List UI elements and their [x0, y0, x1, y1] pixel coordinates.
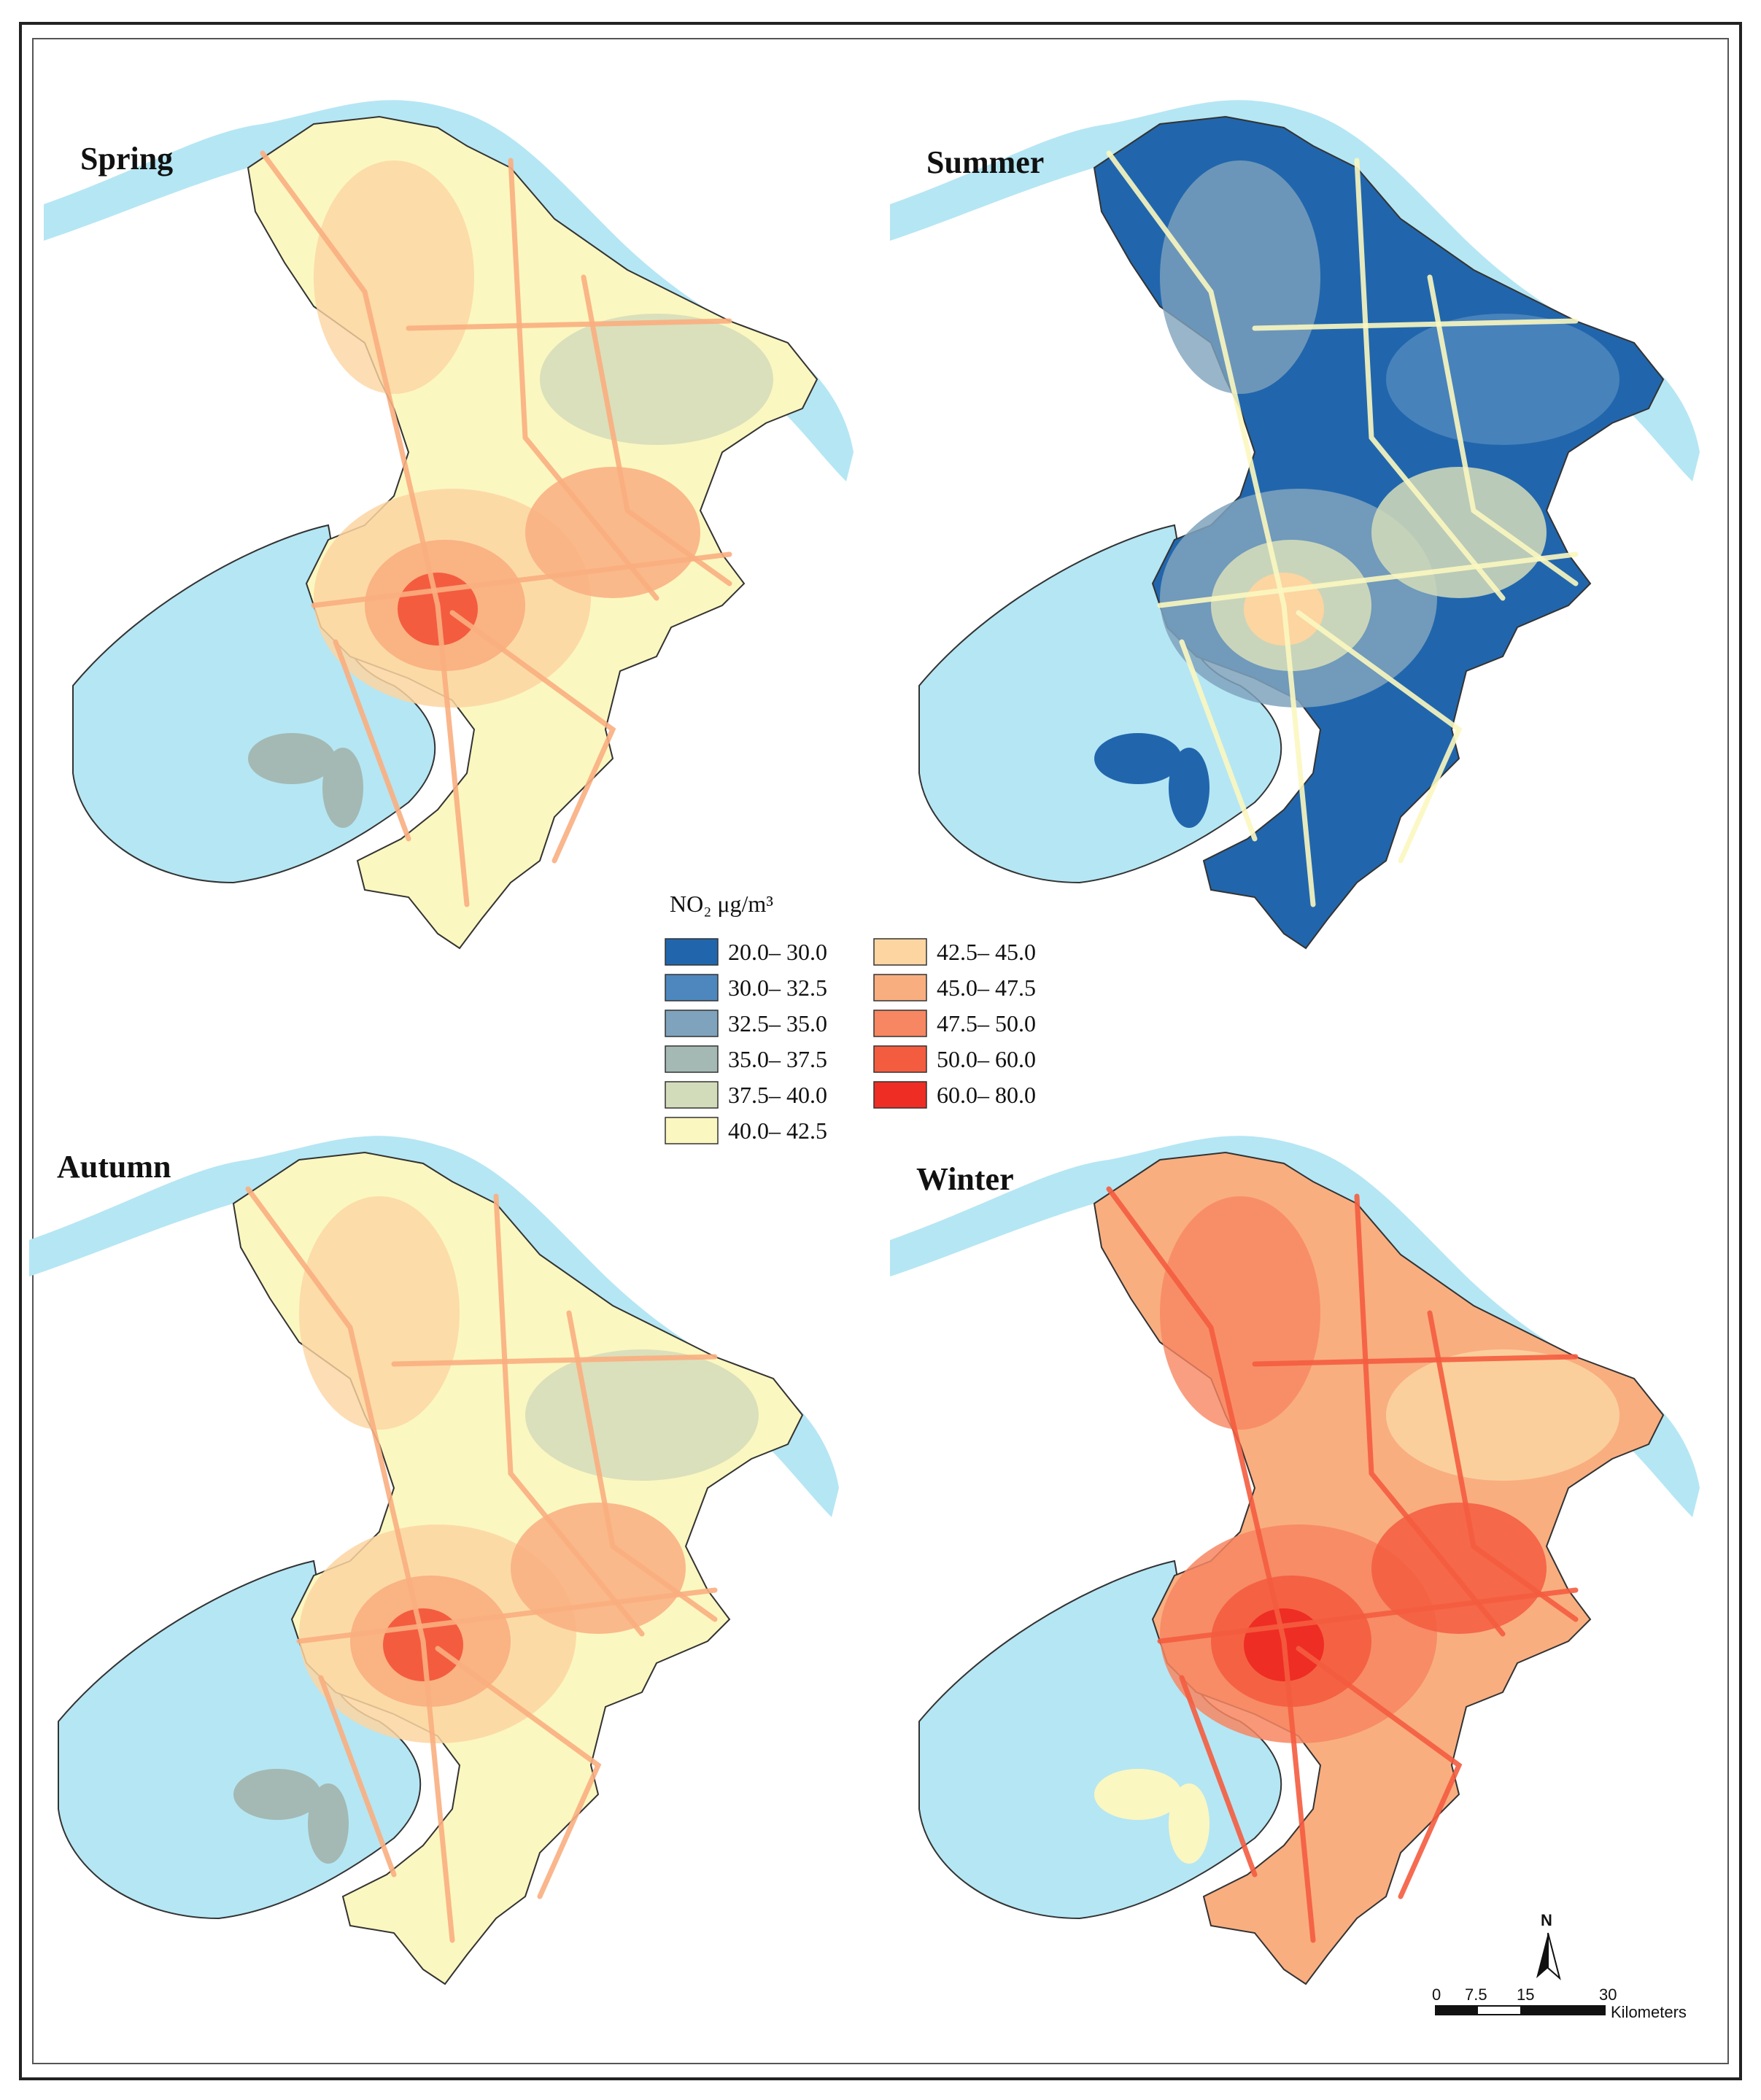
map-panel-winter	[890, 1136, 1700, 1985]
legend-label: 47.5– 50.0	[937, 1010, 1036, 1037]
road	[1106, 1186, 1316, 1943]
legend-swatch	[665, 974, 719, 1001]
legend-label: 35.0– 37.5	[728, 1046, 827, 1072]
island-patch	[1169, 748, 1210, 828]
road	[1106, 150, 1316, 907]
district-zone	[1386, 314, 1619, 445]
scale-tick-label: 7.5	[1465, 1985, 1487, 2004]
scale-segment	[1436, 2006, 1478, 2015]
road	[245, 1186, 455, 1943]
road	[1296, 610, 1463, 864]
road	[1427, 274, 1579, 586]
scale-tick-label: 0	[1432, 1985, 1441, 2004]
island-patch	[248, 733, 336, 784]
road	[1427, 1310, 1579, 1622]
road	[1354, 1193, 1506, 1637]
north-label: N	[1541, 1911, 1552, 1929]
map-panel-summer	[890, 100, 1700, 949]
road	[1354, 158, 1506, 601]
map-panel-spring	[44, 100, 854, 949]
map-panel-autumn	[29, 1136, 839, 1985]
legend-swatch	[665, 1117, 719, 1144]
legend-swatch	[873, 1045, 927, 1073]
legend-swatch	[873, 938, 927, 966]
district-zone	[299, 1196, 460, 1430]
road	[311, 551, 732, 608]
island-patch	[322, 748, 363, 828]
legend-swatch	[873, 1081, 927, 1109]
district-zone	[540, 314, 773, 445]
road	[493, 1193, 645, 1637]
road	[1157, 1587, 1579, 1644]
legend-label: 40.0– 42.5	[728, 1117, 827, 1144]
road	[1252, 1354, 1579, 1367]
legend-swatch	[665, 1081, 719, 1109]
panel-title-summer: Summer	[926, 144, 1044, 180]
road	[581, 274, 732, 586]
north-arrow-left	[1536, 1933, 1548, 1978]
road	[1179, 1675, 1258, 1878]
north-arrow-right	[1547, 1932, 1561, 1980]
island-patch	[1094, 733, 1182, 784]
map-frame	[32, 38, 1729, 2064]
district-zone	[1386, 1349, 1619, 1481]
district-zone	[314, 160, 474, 394]
road	[391, 1354, 718, 1367]
road	[435, 1646, 602, 1899]
legend-swatch	[665, 938, 719, 966]
legend-label: 50.0– 60.0	[937, 1046, 1036, 1072]
island-patch	[1169, 1783, 1210, 1864]
scale-segment	[1520, 2006, 1605, 2015]
road	[333, 639, 411, 842]
district-zone	[1160, 1196, 1320, 1430]
road	[318, 1675, 397, 1878]
legend: NO₂ μg/m³ 20.0– 30.0 30.0– 32.5 32.5– 35.0 3…	[665, 891, 1036, 1144]
district-zone	[1160, 160, 1320, 394]
legend-label: 60.0– 80.0	[937, 1082, 1036, 1108]
panel-title-winter: Winter	[916, 1161, 1014, 1197]
road	[1296, 1646, 1463, 1899]
road	[508, 158, 659, 601]
island-patch	[233, 1769, 321, 1820]
road	[296, 1587, 718, 1644]
island-patch	[308, 1783, 349, 1864]
scale-tick-label: 30	[1599, 1985, 1617, 2004]
island-patch	[1094, 1769, 1182, 1820]
road	[406, 318, 732, 331]
legend-swatch	[665, 1045, 719, 1073]
legend-label: 37.5– 40.0	[728, 1082, 827, 1108]
road	[1179, 639, 1258, 842]
legend-title: NO₂ μg/m³	[670, 891, 773, 917]
legend-label: 42.5– 45.0	[937, 939, 1036, 965]
north-arrow: N	[1536, 1911, 1561, 1980]
legend-swatch	[873, 1010, 927, 1037]
scale-unit: Kilometers	[1611, 2003, 1687, 2021]
road	[260, 150, 470, 907]
road	[449, 610, 616, 864]
legend-label: 20.0– 30.0	[728, 939, 827, 965]
legend-label: 30.0– 32.5	[728, 975, 827, 1001]
legend-label: 45.0– 47.5	[937, 975, 1036, 1001]
road	[566, 1310, 718, 1622]
legend-swatch	[665, 1010, 719, 1037]
district-zone	[525, 1349, 759, 1481]
panel-title-autumn: Autumn	[57, 1149, 171, 1185]
road	[1157, 551, 1579, 608]
panel-title-spring: Spring	[80, 141, 173, 177]
road	[1252, 318, 1579, 331]
legend-swatch	[873, 974, 927, 1001]
scale-tick-label: 15	[1517, 1985, 1534, 2004]
legend-label: 32.5– 35.0	[728, 1010, 827, 1037]
